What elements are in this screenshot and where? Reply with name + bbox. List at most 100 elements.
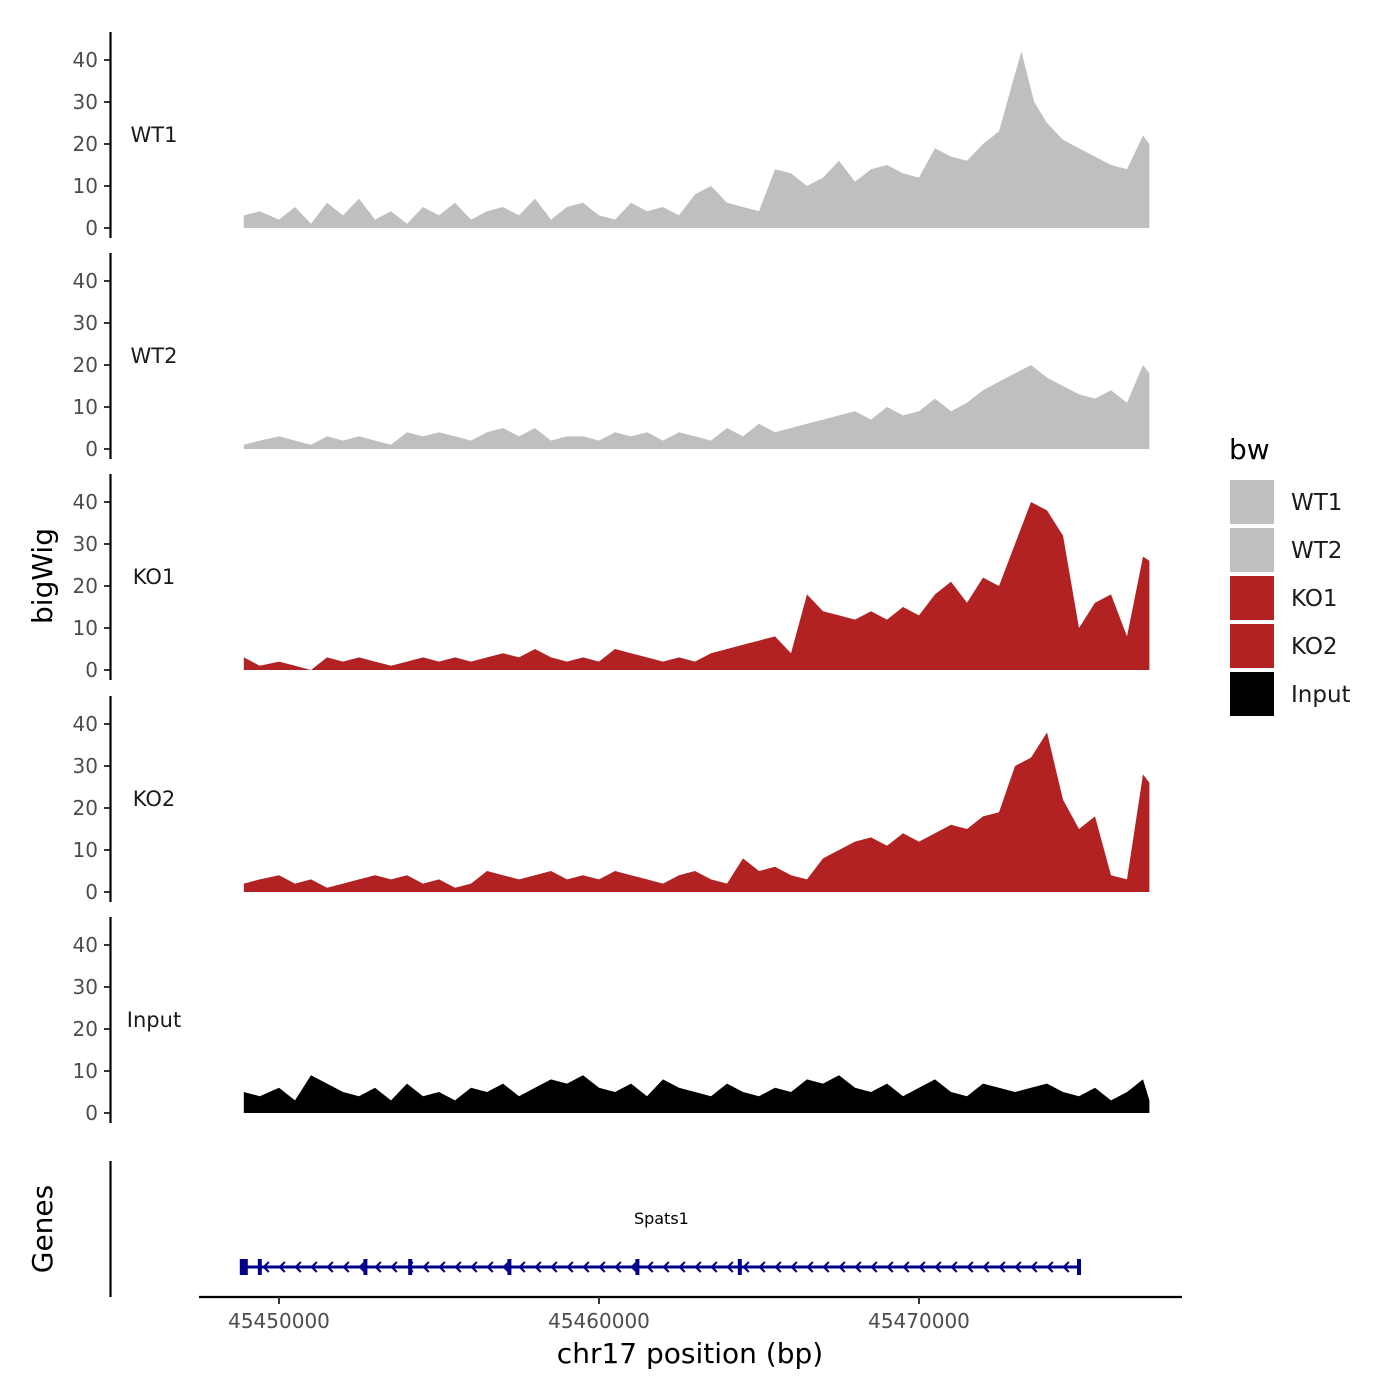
strand-arrow (838, 1261, 846, 1273)
y-tick-label: 0 (85, 216, 98, 240)
y-tick-label: 40 (73, 490, 98, 514)
strand-arrow (742, 1261, 750, 1273)
y-tick-label: 0 (85, 880, 98, 904)
x-axis: 45450000 45460000 45470000 chr17 position … (199, 1295, 1182, 1370)
track-panel-input: 0 10 20 30 40 Input (73, 917, 1150, 1125)
y-tick-label: 10 (73, 838, 98, 862)
strand-arrow (390, 1261, 398, 1273)
legend: bw WT1 WT2 KO1 KO2 Input (1229, 433, 1351, 716)
strand-arrow (902, 1261, 910, 1273)
strand-arrow (422, 1261, 430, 1273)
strand-arrow (614, 1261, 622, 1273)
strand-arrow (582, 1261, 590, 1273)
track-label-ko2: KO2 (133, 787, 176, 811)
strand-arrow (886, 1261, 894, 1273)
track-area-ko2 (243, 732, 1150, 892)
strand-arrow (1046, 1261, 1054, 1273)
y-tick-label: 40 (73, 269, 98, 293)
gene-exon (239, 1259, 248, 1275)
legend-label-ko2: KO2 (1291, 634, 1338, 660)
strand-arrow (294, 1261, 302, 1273)
track-label-wt2: WT2 (131, 344, 178, 368)
legend-items: WT1 WT2 KO1 KO2 Input (1230, 480, 1351, 716)
x-ticks: 45450000 45460000 45470000 (228, 1297, 970, 1333)
legend-title: bw (1229, 433, 1270, 466)
strand-arrow (550, 1261, 558, 1273)
legend-swatch-ko2 (1230, 624, 1274, 668)
x-tick-label: 45470000 (868, 1309, 970, 1333)
strand-arrow (1062, 1261, 1070, 1273)
strand-arrow (678, 1261, 686, 1273)
y-tick-label: 30 (73, 532, 98, 556)
legend-label-wt2: WT2 (1291, 538, 1342, 564)
strand-arrow (694, 1261, 702, 1273)
y-tick-label: 40 (73, 48, 98, 72)
y-tick-label: 40 (73, 933, 98, 957)
strand-arrow (726, 1261, 734, 1273)
gene-exon (408, 1259, 413, 1275)
track-area-input (243, 1075, 1150, 1113)
strand-arrow (662, 1261, 670, 1273)
y-tick-label: 20 (73, 132, 98, 156)
strand-arrow (342, 1261, 350, 1273)
y-tick-label: 20 (73, 1017, 98, 1041)
strand-arrow (934, 1261, 942, 1273)
strand-arrow (358, 1261, 366, 1273)
track-panel-wt1: 0 10 20 30 40 WT1 (73, 32, 1150, 240)
tracks-layer: 0 10 20 30 40 WT1 0 10 20 30 40 WT2 0 10 20 30 40 KO1 0 10 2… (73, 32, 1150, 1125)
strand-arrow (470, 1261, 478, 1273)
strand-arrow (502, 1261, 510, 1273)
track-area-ko1 (243, 502, 1150, 670)
legend-swatch-wt2 (1230, 528, 1274, 572)
gene-panel: Genes Spats1 (26, 1161, 1081, 1297)
strand-arrow (854, 1261, 862, 1273)
y-tick-label: 0 (85, 1101, 98, 1125)
gene-exon (257, 1259, 262, 1275)
legend-swatch-wt1 (1230, 480, 1274, 524)
strand-arrow (486, 1261, 494, 1273)
gene-exon (635, 1259, 640, 1275)
track-panel-ko2: 0 10 20 30 40 KO2 (73, 696, 1150, 904)
y-tick-label: 30 (73, 754, 98, 778)
gene-exon (507, 1259, 512, 1275)
y-tick-label: 20 (73, 353, 98, 377)
strand-arrow (966, 1261, 974, 1273)
strand-arrow (870, 1261, 878, 1273)
strand-arrow (790, 1261, 798, 1273)
strand-arrow (1014, 1261, 1022, 1273)
strand-arrow (326, 1261, 334, 1273)
track-label-wt1: WT1 (131, 123, 178, 147)
strand-arrow (822, 1261, 830, 1273)
x-tick-label: 45460000 (548, 1309, 650, 1333)
x-tick-label: 45450000 (228, 1309, 330, 1333)
strand-arrow (438, 1261, 446, 1273)
strand-arrow (998, 1261, 1006, 1273)
strand-arrow (806, 1261, 814, 1273)
track-panel-ko1: 0 10 20 30 40 KO1 (73, 474, 1150, 682)
strand-arrow (982, 1261, 990, 1273)
legend-swatch-input (1230, 672, 1274, 716)
y-tick-label: 20 (73, 796, 98, 820)
y-tick-label: 10 (73, 1059, 98, 1083)
strand-arrow (454, 1261, 462, 1273)
strand-arrow (710, 1261, 718, 1273)
gene-model (239, 1259, 1081, 1275)
strand-arrow (374, 1261, 382, 1273)
y-tick-label: 30 (73, 311, 98, 335)
track-panel-wt2: 0 10 20 30 40 WT2 (73, 253, 1150, 461)
y-axis-title: bigWig (26, 528, 59, 624)
legend-label-ko1: KO1 (1291, 586, 1338, 612)
track-label-input: Input (127, 1008, 181, 1032)
gene-exon (1077, 1259, 1081, 1275)
strand-arrow (310, 1261, 318, 1273)
y-tick-label: 10 (73, 616, 98, 640)
strand-arrow (950, 1261, 958, 1273)
legend-label-wt1: WT1 (1291, 490, 1342, 516)
gene-exon (363, 1259, 368, 1275)
track-area-wt2 (243, 365, 1150, 449)
strand-arrow (646, 1261, 654, 1273)
strand-arrow (534, 1261, 542, 1273)
legend-label-input: Input (1291, 682, 1351, 708)
y-tick-label: 10 (73, 395, 98, 419)
